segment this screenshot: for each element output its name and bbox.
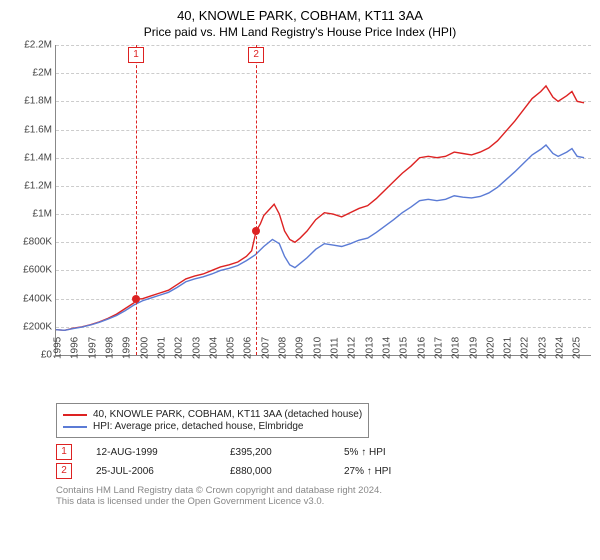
sale-row-marker: 2 [56, 463, 72, 479]
y-axis-label: £1.2M [24, 180, 56, 191]
y-axis-label: £800K [23, 237, 56, 248]
sales-table: 1 12-AUG-1999 £395,200 5% ↑ HPI 2 25-JUL-2006… [56, 444, 592, 479]
sale-row-date: 12-AUG-1999 [96, 447, 206, 458]
sale-row-pct: 5% ↑ HPI [344, 447, 386, 458]
sale-row-marker: 1 [56, 444, 72, 460]
chart-title: 40, KNOWLE PARK, COBHAM, KT11 3AA [8, 8, 592, 23]
sale-row-price: £395,200 [230, 447, 320, 458]
legend-swatch-1 [63, 414, 87, 416]
sale-row: 2 25-JUL-2006 £880,000 27% ↑ HPI [56, 463, 592, 479]
y-axis-label: £600K [23, 265, 56, 276]
sale-row-date: 25-JUL-2006 [96, 466, 206, 477]
sale-row-price: £880,000 [230, 466, 320, 477]
chart-subtitle: Price paid vs. HM Land Registry's House … [8, 25, 592, 39]
sale-row-pct: 27% ↑ HPI [344, 466, 391, 477]
y-axis-label: £200K [23, 321, 56, 332]
legend-swatch-2 [63, 426, 87, 428]
y-axis-label: £2M [33, 68, 56, 79]
footer-line-1: Contains HM Land Registry data © Crown c… [56, 485, 592, 496]
sale-marker-line [136, 45, 137, 355]
sale-marker-box: 2 [248, 47, 264, 63]
y-axis-label: £1.6M [24, 124, 56, 135]
legend-label-1: 40, KNOWLE PARK, COBHAM, KT11 3AA (detac… [93, 409, 362, 420]
y-axis-label: £400K [23, 293, 56, 304]
footer-line-2: This data is licensed under the Open Gov… [56, 496, 592, 507]
chart-area: £0£200K£400K£600K£800K£1M£1.2M£1.4M£1.6M… [8, 45, 592, 399]
sale-marker-line [256, 45, 257, 355]
y-axis-label: £2.2M [24, 40, 56, 51]
legend: 40, KNOWLE PARK, COBHAM, KT11 3AA (detac… [56, 403, 369, 438]
y-axis-label: £1.4M [24, 152, 56, 163]
sale-marker-dot [252, 227, 260, 235]
y-axis-label: £1M [33, 209, 56, 220]
sale-row: 1 12-AUG-1999 £395,200 5% ↑ HPI [56, 444, 592, 460]
legend-label-2: HPI: Average price, detached house, Elmb… [93, 421, 304, 432]
y-axis-label: £1.8M [24, 96, 56, 107]
plot-area: £0£200K£400K£600K£800K£1M£1.2M£1.4M£1.6M… [55, 45, 591, 356]
sale-marker-box: 1 [128, 47, 144, 63]
sale-marker-dot [132, 295, 140, 303]
